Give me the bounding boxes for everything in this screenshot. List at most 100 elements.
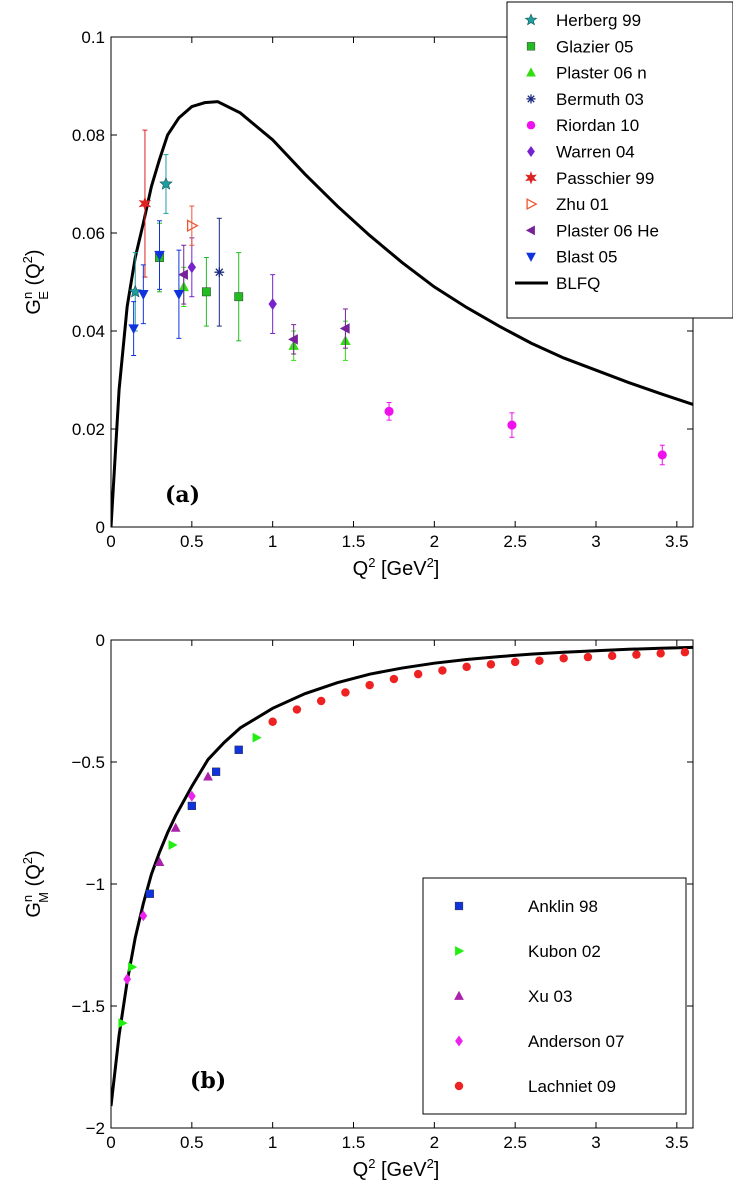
x-tick-label: 0.5 bbox=[180, 1133, 204, 1152]
series-lachniet-09 bbox=[268, 647, 690, 726]
data-point bbox=[268, 717, 277, 726]
legend-entry: Lachniet 09 bbox=[454, 1077, 616, 1096]
legend-label: Plaster 06 n bbox=[556, 64, 647, 83]
data-point bbox=[178, 269, 188, 280]
legend-label: Herberg 99 bbox=[556, 11, 641, 30]
data-point bbox=[128, 324, 139, 335]
y-tick-label: 0.06 bbox=[72, 224, 105, 243]
chart-panel-b: 0 0.5 1 1.5 2 2.5 3 3.5 −2 −1.5 −1 −0.5 0 Q2 [GeV2] Gn… bbox=[20, 631, 694, 1181]
data-point bbox=[154, 250, 165, 261]
data-point bbox=[123, 973, 132, 985]
legend: Anklin 98 Kubon 02 Xu 03 Anderson 07 Lachnie… bbox=[422, 877, 687, 1115]
series-riordan-10 bbox=[384, 402, 667, 466]
plot-area bbox=[111, 645, 693, 1107]
legend-label: Zhu 01 bbox=[556, 195, 609, 214]
x-tick-label: 2.5 bbox=[503, 532, 527, 551]
panel-label: (a) bbox=[165, 482, 200, 508]
data-point bbox=[187, 261, 197, 274]
data-point bbox=[168, 840, 178, 850]
y-tick-label: 0.04 bbox=[72, 322, 105, 341]
data-point bbox=[607, 651, 617, 661]
legend-marker bbox=[526, 67, 536, 77]
chart-panel-a: 0 0.5 1 1.5 2 2.5 3 3.5 0 0.02 0.04 0.06 0.08 0.1 Q2 [… bbox=[20, 1, 733, 580]
x-tick-label: 1 bbox=[268, 1133, 277, 1152]
data-point bbox=[680, 647, 690, 657]
legend-label: Warren 04 bbox=[556, 143, 635, 162]
legend-marker bbox=[526, 198, 538, 211]
data-point bbox=[339, 323, 350, 334]
legend-label: Plaster 06 He bbox=[556, 221, 659, 240]
series-zhu-01 bbox=[186, 205, 199, 246]
legend-entry: Anklin 98 bbox=[454, 897, 598, 916]
legend-marker bbox=[526, 94, 536, 104]
data-point bbox=[438, 666, 447, 675]
series-bermuth-03 bbox=[214, 217, 225, 327]
series-herberg-99 bbox=[128, 154, 173, 332]
legend-box bbox=[422, 877, 687, 1115]
legend-label: BLFQ bbox=[556, 274, 600, 293]
x-tick-label: 0 bbox=[106, 1133, 115, 1152]
data-point bbox=[170, 822, 181, 832]
asterisk-stroke bbox=[527, 95, 535, 103]
asterisk-stroke bbox=[215, 268, 224, 277]
data-point bbox=[632, 650, 641, 659]
data-point bbox=[656, 649, 665, 658]
data-point bbox=[138, 196, 152, 211]
series-plaster-06-he bbox=[178, 244, 350, 355]
legend-marker bbox=[525, 225, 535, 236]
blfq-curve bbox=[111, 100, 693, 527]
legend-marker bbox=[527, 145, 535, 158]
legend-label: Riordan 10 bbox=[556, 116, 639, 135]
legend-marker bbox=[526, 120, 536, 130]
y-tick-label: −1.5 bbox=[71, 997, 105, 1016]
legend-label: Xu 03 bbox=[528, 987, 572, 1006]
series-blast-05 bbox=[128, 220, 185, 356]
legend-entry: Blast 05 bbox=[526, 248, 617, 267]
legend-entry: Xu 03 bbox=[454, 987, 572, 1006]
series-anderson-07 bbox=[123, 790, 196, 985]
series-anklin-98 bbox=[145, 745, 243, 898]
data-point bbox=[462, 662, 471, 672]
data-point bbox=[384, 406, 394, 416]
y-tick-label: 0 bbox=[96, 631, 105, 650]
data-point bbox=[159, 176, 173, 190]
data-point bbox=[128, 962, 138, 972]
series-xu-03 bbox=[154, 771, 213, 866]
data-point bbox=[389, 674, 399, 684]
x-tick-label: 3.5 bbox=[665, 1133, 689, 1152]
data-point bbox=[203, 771, 213, 781]
legend-box bbox=[506, 1, 733, 319]
legend-entry: Riordan 10 bbox=[526, 116, 639, 135]
y-tick-label: 0.02 bbox=[72, 420, 105, 439]
legend-entry: Bermuth 03 bbox=[526, 90, 644, 109]
data-point bbox=[341, 688, 350, 697]
legend-marker bbox=[454, 990, 464, 1000]
y-axis-label: GnE (Q2) bbox=[20, 249, 51, 314]
series-kubon-02 bbox=[118, 732, 262, 1028]
x-tick-label: 2.5 bbox=[503, 1133, 527, 1152]
legend-label: Bermuth 03 bbox=[556, 90, 644, 109]
x-tick-label: 0.5 bbox=[180, 532, 204, 551]
data-point bbox=[187, 801, 196, 811]
legend-entry: Zhu 01 bbox=[526, 195, 609, 214]
legend-entry: Warren 04 bbox=[527, 143, 635, 162]
y-tick-label: −2 bbox=[86, 1119, 105, 1138]
data-point bbox=[583, 652, 593, 662]
plot-area bbox=[111, 100, 693, 527]
data-point bbox=[201, 287, 211, 297]
legend-label: Anderson 07 bbox=[528, 1032, 624, 1051]
data-point bbox=[173, 290, 185, 300]
legend-label: Kubon 02 bbox=[528, 942, 601, 961]
legend-marker bbox=[524, 13, 538, 26]
y-tick-label: −0.5 bbox=[71, 753, 105, 772]
legend-marker bbox=[454, 901, 464, 911]
x-axis-label: Q2 [GeV2] bbox=[353, 1156, 440, 1181]
x-tick-label: 2 bbox=[430, 1133, 439, 1152]
data-point bbox=[413, 669, 423, 679]
series-warren-04 bbox=[187, 237, 277, 334]
legend-label: Anklin 98 bbox=[528, 897, 598, 916]
legend-entry: Glazier 05 bbox=[526, 37, 633, 56]
x-tick-label: 0 bbox=[106, 532, 115, 551]
data-point bbox=[214, 267, 225, 278]
